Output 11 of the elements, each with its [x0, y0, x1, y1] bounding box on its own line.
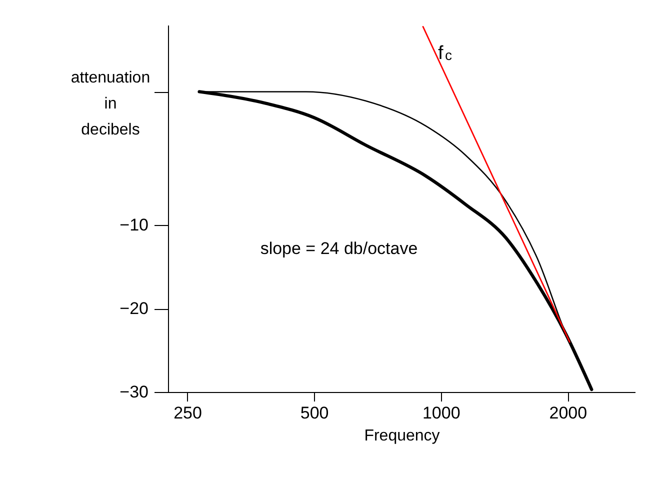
- y-tick-label: −20: [120, 299, 148, 318]
- x-tick-label: 2000: [549, 404, 588, 422]
- y-axis-title: attenuation in decibels: [70, 70, 150, 138]
- x-tick-label: 250: [174, 404, 202, 422]
- y-tick-label: −30: [120, 382, 148, 402]
- annotation: fc: [438, 43, 452, 64]
- x-axis-title: Frequency: [364, 428, 440, 444]
- annotation: slope = 24 db/octave: [260, 239, 418, 258]
- y-tick-label: −10: [120, 216, 148, 235]
- x-tick-label: 1000: [422, 404, 460, 422]
- x-tick-label: 500: [300, 404, 329, 422]
